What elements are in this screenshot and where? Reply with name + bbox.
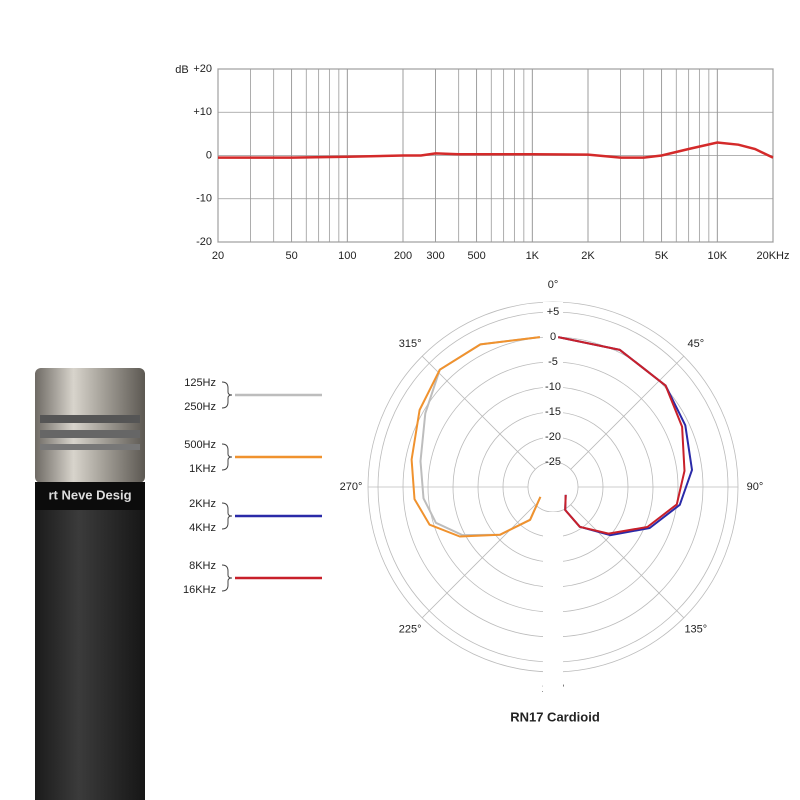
y-tick-label: +20 — [193, 63, 212, 75]
angle-label: 270° — [340, 481, 363, 493]
ring-label: +5 — [547, 306, 560, 318]
ring-label: -10 — [545, 381, 561, 393]
x-tick-label: 5K — [655, 250, 669, 262]
ring-label: -20 — [545, 431, 561, 443]
legend-label: 2KHz — [189, 498, 216, 510]
x-tick-label: 20KHz — [756, 250, 789, 262]
y-tick-label: +10 — [193, 106, 212, 118]
x-tick-label: 2K — [581, 250, 595, 262]
x-tick-label: 200 — [394, 250, 412, 262]
band-text: rt Neve Desig — [48, 487, 131, 502]
x-tick-label: 50 — [285, 250, 297, 262]
spoke — [570, 355, 685, 470]
angle-label: 135° — [684, 624, 707, 636]
spoke — [421, 504, 536, 619]
y-tick-label: -20 — [196, 236, 212, 248]
ring-label: -15 — [545, 406, 561, 418]
chart-title: RN17 Cardioid — [510, 709, 600, 724]
angle-label: 315° — [399, 338, 422, 350]
response-line — [218, 141, 774, 159]
x-tick-label: 100 — [338, 250, 356, 262]
y-tick-label: 0 — [206, 149, 212, 161]
legend-brace — [221, 502, 233, 530]
polar-curve — [557, 336, 686, 535]
microphone-photo: rt Neve Desig — [35, 368, 145, 800]
spoke — [570, 504, 685, 619]
legend-brace — [221, 564, 233, 592]
axis-gap — [543, 302, 563, 462]
ring-label: 0 — [550, 331, 556, 343]
x-tick-label: 20 — [212, 250, 224, 262]
legend-brace — [221, 381, 233, 409]
x-tick-label: 300 — [426, 250, 444, 262]
legend-label: 8KHz — [189, 560, 216, 572]
legend-brace — [221, 443, 233, 471]
polar-curve — [557, 336, 693, 537]
y-tick-label: -10 — [196, 193, 212, 205]
legend-label: 1KHz — [189, 463, 216, 475]
angle-label: 225° — [399, 624, 422, 636]
x-tick-label: 1K — [526, 250, 540, 262]
legend-label: 500Hz — [184, 439, 216, 451]
spoke — [421, 355, 536, 470]
legend-label: 125Hz — [184, 377, 216, 389]
legend-label: 16KHz — [183, 584, 216, 596]
angle-label: 0° — [548, 279, 559, 291]
ring-label: -25 — [545, 456, 561, 468]
legend-label: 4KHz — [189, 522, 216, 534]
angle-label: 90° — [747, 481, 764, 493]
x-tick-label: 10K — [708, 250, 728, 262]
y-unit: dB — [175, 64, 188, 76]
angle-label: 45° — [688, 338, 705, 350]
x-tick-label: 500 — [467, 250, 485, 262]
ring — [527, 461, 579, 513]
ring-label: -5 — [548, 356, 558, 368]
legend-label: 250Hz — [184, 401, 216, 413]
polar-curve — [410, 336, 542, 538]
axis-gap — [543, 512, 563, 697]
